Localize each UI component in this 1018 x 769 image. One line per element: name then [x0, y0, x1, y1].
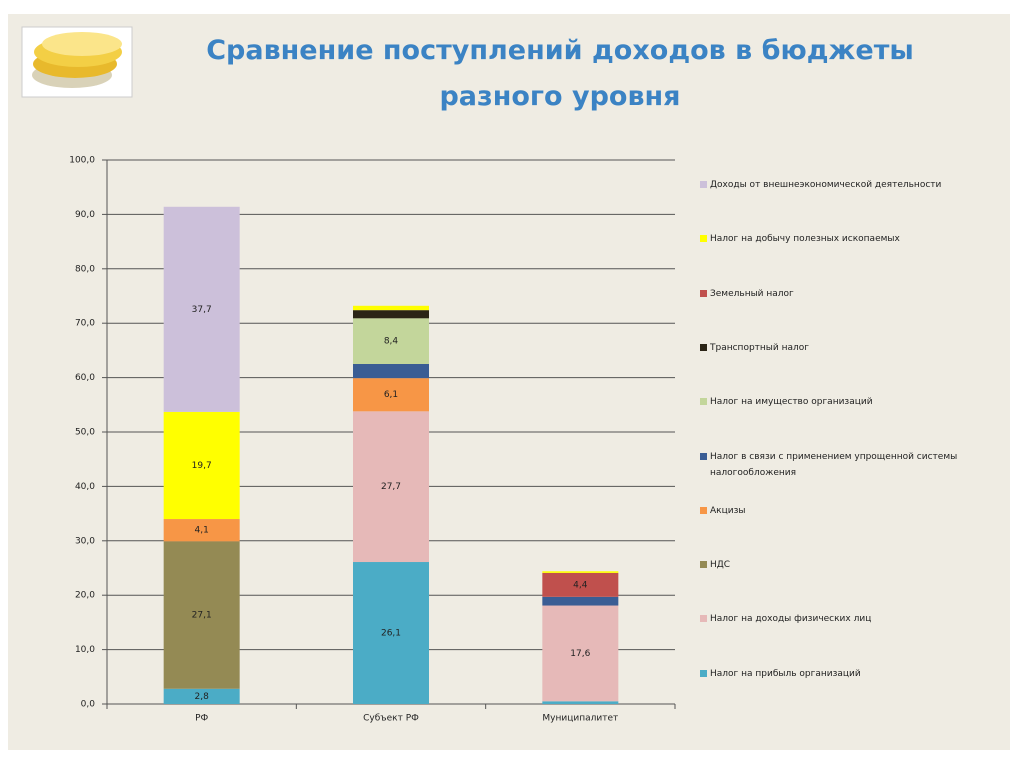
bar-segment — [163, 519, 240, 542]
legend-swatch — [700, 452, 707, 460]
data-label: 4,1 — [195, 526, 209, 536]
y-tick-label: 50,0 — [75, 428, 95, 438]
bar-segment — [163, 411, 240, 520]
bar-segment — [542, 572, 619, 597]
data-label: 19,7 — [192, 461, 212, 471]
y-tick-label: 60,0 — [75, 373, 95, 383]
legend-label: НДС — [710, 560, 731, 571]
x-tick-label: РФ — [195, 714, 208, 724]
legend-label: Акцизы — [710, 505, 746, 516]
legend-swatch — [700, 398, 707, 406]
y-tick-label: 100,0 — [69, 156, 95, 166]
legend-item: Налог на добычу полезных ископаемых — [700, 231, 1005, 247]
legend-item: Транспортный налог — [700, 340, 1005, 356]
data-label: 17,6 — [570, 649, 590, 659]
legend-item: Доходы от внешнеэкономической деятельнос… — [700, 177, 1005, 193]
y-tick-label: 10,0 — [75, 645, 95, 655]
data-label: 27,1 — [192, 611, 212, 621]
data-label: 6,1 — [384, 390, 398, 400]
coin-icon — [21, 26, 133, 98]
bar-segment — [353, 378, 429, 412]
legend-label: Налог на прибыль организаций — [710, 668, 861, 679]
bar-segment — [542, 701, 619, 704]
bar-segment — [353, 310, 429, 319]
chart-title: Сравнение поступлений доходов в бюджеты … — [206, 35, 914, 112]
x-tick-label: Субъект РФ — [363, 714, 419, 724]
legend-swatch — [700, 669, 707, 677]
legend-item: Налог на прибыль организаций — [700, 666, 1005, 682]
bar-segment — [542, 605, 619, 702]
data-label: 4,4 — [573, 580, 588, 590]
y-tick-label: 70,0 — [75, 319, 95, 329]
legend-swatch — [700, 615, 707, 623]
legend-swatch — [700, 181, 707, 188]
data-label: 37,7 — [192, 305, 212, 315]
bar-segment — [163, 688, 240, 704]
bar-segment — [353, 411, 429, 563]
legend-item: Налог на имущество организаций — [700, 394, 1005, 410]
legend-item: Налог на доходы физических лиц — [700, 611, 1005, 627]
data-label: 26,1 — [381, 629, 401, 639]
bar-segment — [163, 541, 240, 689]
bar-segment — [353, 318, 429, 364]
bar-segment — [353, 305, 429, 311]
data-label: 27,7 — [381, 482, 401, 492]
legend-label: Доходы от внешнеэкономической деятельнос… — [710, 180, 942, 190]
bar-segment — [353, 364, 429, 379]
legend-swatch — [700, 289, 707, 297]
legend-swatch — [700, 235, 707, 243]
legend-swatch — [700, 561, 707, 569]
bar-segment — [353, 562, 429, 704]
legend-label: Налог в связи с применением упрощенной с… — [710, 451, 958, 478]
y-tick-label: 40,0 — [75, 482, 95, 492]
y-tick-label: 20,0 — [75, 591, 95, 601]
bar-segment — [542, 596, 619, 606]
y-tick-label: 90,0 — [75, 210, 95, 220]
legend-label: Налог на добычу полезных ископаемых — [710, 234, 900, 245]
legend-swatch — [700, 506, 707, 514]
legend-label: Транспортный налог — [710, 342, 809, 353]
legend-item: Акцизы — [700, 503, 1005, 519]
legend-label: Налог на доходы физических лиц — [710, 614, 872, 625]
y-tick-label: 0,0 — [81, 700, 96, 710]
data-label: 8,4 — [384, 337, 399, 347]
legend-item: Земельный налог — [700, 286, 1005, 302]
legend-item: НДС — [700, 557, 1005, 573]
legend-label: Земельный налог — [710, 288, 794, 299]
x-tick-label: Муниципалитет — [542, 714, 618, 724]
legend-item: Налог в связи с применением упрощенной с… — [700, 449, 1005, 481]
data-label: 2,8 — [195, 692, 210, 702]
y-tick-label: 30,0 — [75, 536, 95, 546]
y-tick-label: 80,0 — [75, 264, 95, 274]
bar-segment — [542, 571, 619, 573]
legend-label: Налог на имущество организаций — [710, 397, 873, 408]
bar-segment — [163, 206, 240, 412]
legend-swatch — [700, 343, 707, 351]
